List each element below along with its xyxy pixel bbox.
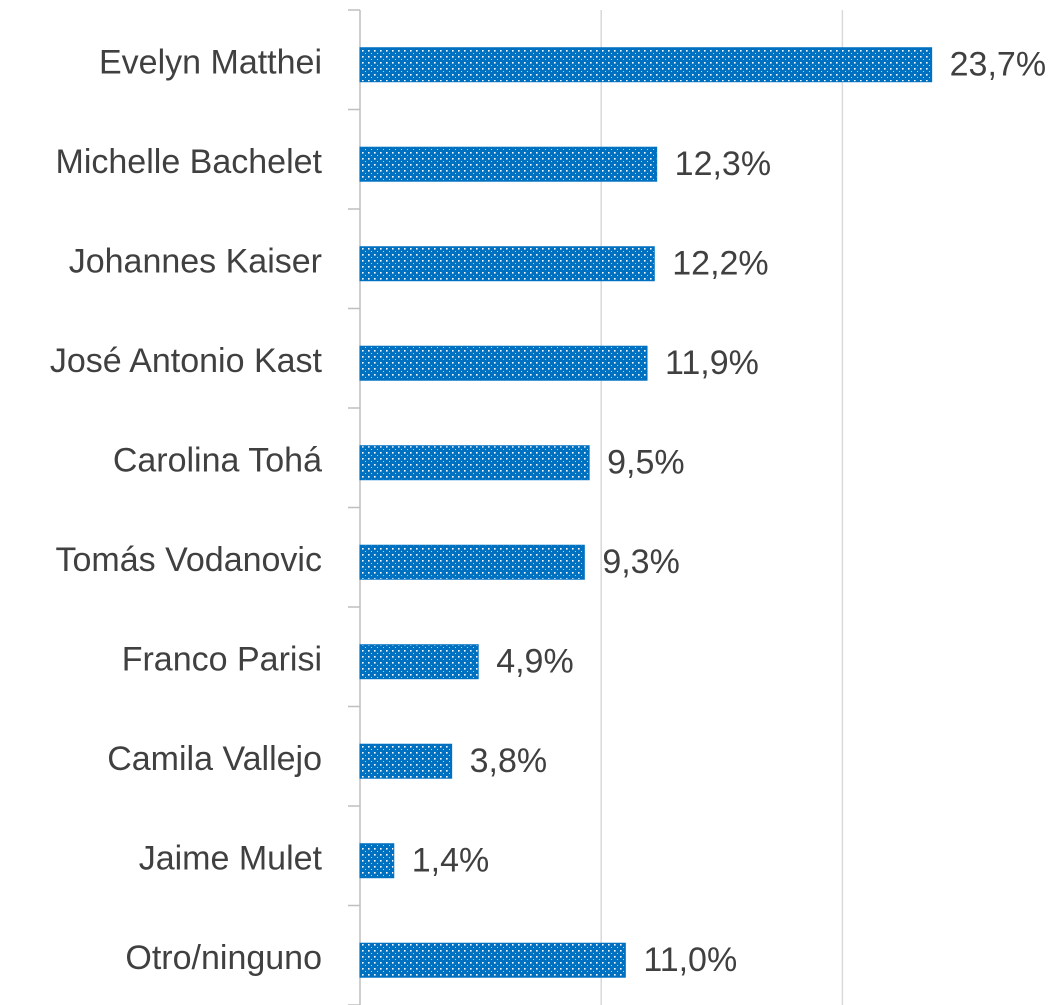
bar — [359, 47, 933, 83]
y-tick-label: Johannes Kaiser — [69, 243, 322, 281]
bar — [359, 942, 626, 978]
bar — [359, 544, 585, 580]
data-label: 12,3% — [675, 145, 771, 183]
bar — [359, 146, 658, 182]
data-label: 11,0% — [643, 941, 737, 979]
y-tick-label: Michelle Bachelet — [56, 143, 323, 181]
data-label: 23,7% — [950, 46, 1046, 84]
bar — [359, 843, 395, 879]
y-tick-label: Franco Parisi — [122, 641, 322, 679]
y-tick-label: Evelyn Matthei — [99, 44, 322, 82]
y-tick-label: José Antonio Kast — [50, 342, 323, 380]
data-label: 11,9% — [665, 344, 759, 382]
data-label: 9,3% — [602, 543, 680, 581]
bar — [359, 345, 648, 381]
data-label: 9,5% — [607, 444, 685, 482]
bar — [359, 644, 479, 680]
data-label: 3,8% — [470, 742, 548, 780]
y-tick-label: Camila Vallejo — [107, 740, 322, 778]
y-tick-label: Jaime Mulet — [139, 840, 323, 878]
y-tick-label: Otro/ninguno — [125, 939, 322, 977]
data-label: 4,9% — [496, 643, 574, 681]
y-tick-label: Tomás Vodanovic — [56, 541, 323, 579]
bar — [359, 445, 590, 481]
data-label: 12,2% — [672, 245, 768, 283]
y-tick-label: Carolina Tohá — [113, 442, 322, 480]
bar — [359, 246, 655, 282]
bar — [359, 743, 453, 779]
data-label: 1,4% — [412, 842, 490, 880]
